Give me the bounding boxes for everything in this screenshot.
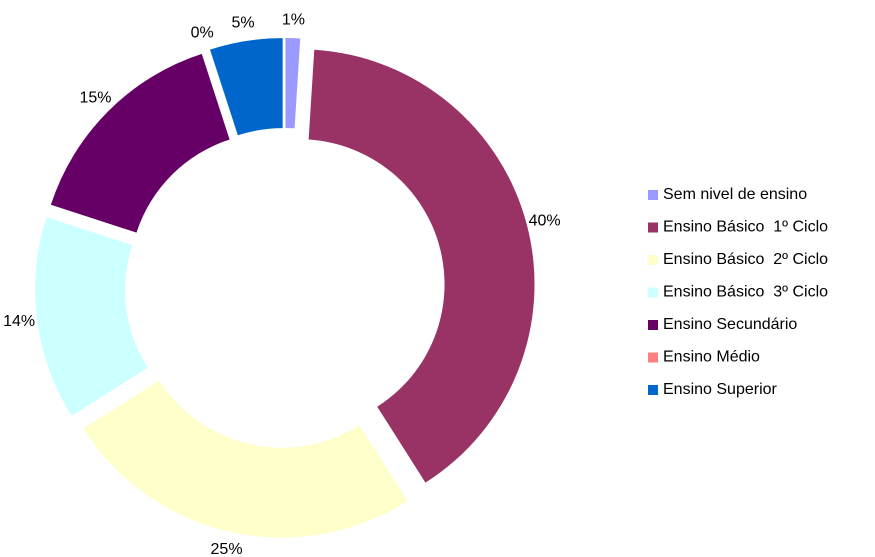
legend-swatch xyxy=(648,255,658,265)
legend-swatch xyxy=(648,222,658,233)
legend-label: Ensino Secundário xyxy=(663,316,797,333)
legend-label: Ensino Médio xyxy=(663,349,760,366)
data-label: 14% xyxy=(3,313,35,330)
legend-swatch xyxy=(648,190,658,200)
legend-label: Ensino Superior xyxy=(663,381,778,398)
legend-label: Ensino Básico 2º Ciclo xyxy=(663,251,828,268)
legend-swatch xyxy=(648,287,658,298)
legend-swatch xyxy=(648,385,658,395)
legend-label: Sem nivel de ensino xyxy=(663,186,807,203)
legend-label: Ensino Básico 3º Ciclo xyxy=(663,284,828,301)
donut-slice xyxy=(210,38,283,136)
data-label: 40% xyxy=(529,213,561,230)
donut-slice xyxy=(50,53,230,233)
donut-slice xyxy=(83,380,408,538)
donut-slice xyxy=(35,217,148,416)
donut-slice xyxy=(285,38,301,129)
data-label: 1% xyxy=(282,11,305,28)
donut-slice xyxy=(308,49,535,483)
legend-label: Ensino Básico 1º Ciclo xyxy=(663,219,828,236)
data-label: 0% xyxy=(191,24,214,41)
legend-swatch xyxy=(648,352,658,363)
legend-swatch xyxy=(648,320,658,330)
data-label: 5% xyxy=(232,15,255,32)
data-label: 15% xyxy=(79,90,111,107)
data-label: 25% xyxy=(211,541,243,557)
